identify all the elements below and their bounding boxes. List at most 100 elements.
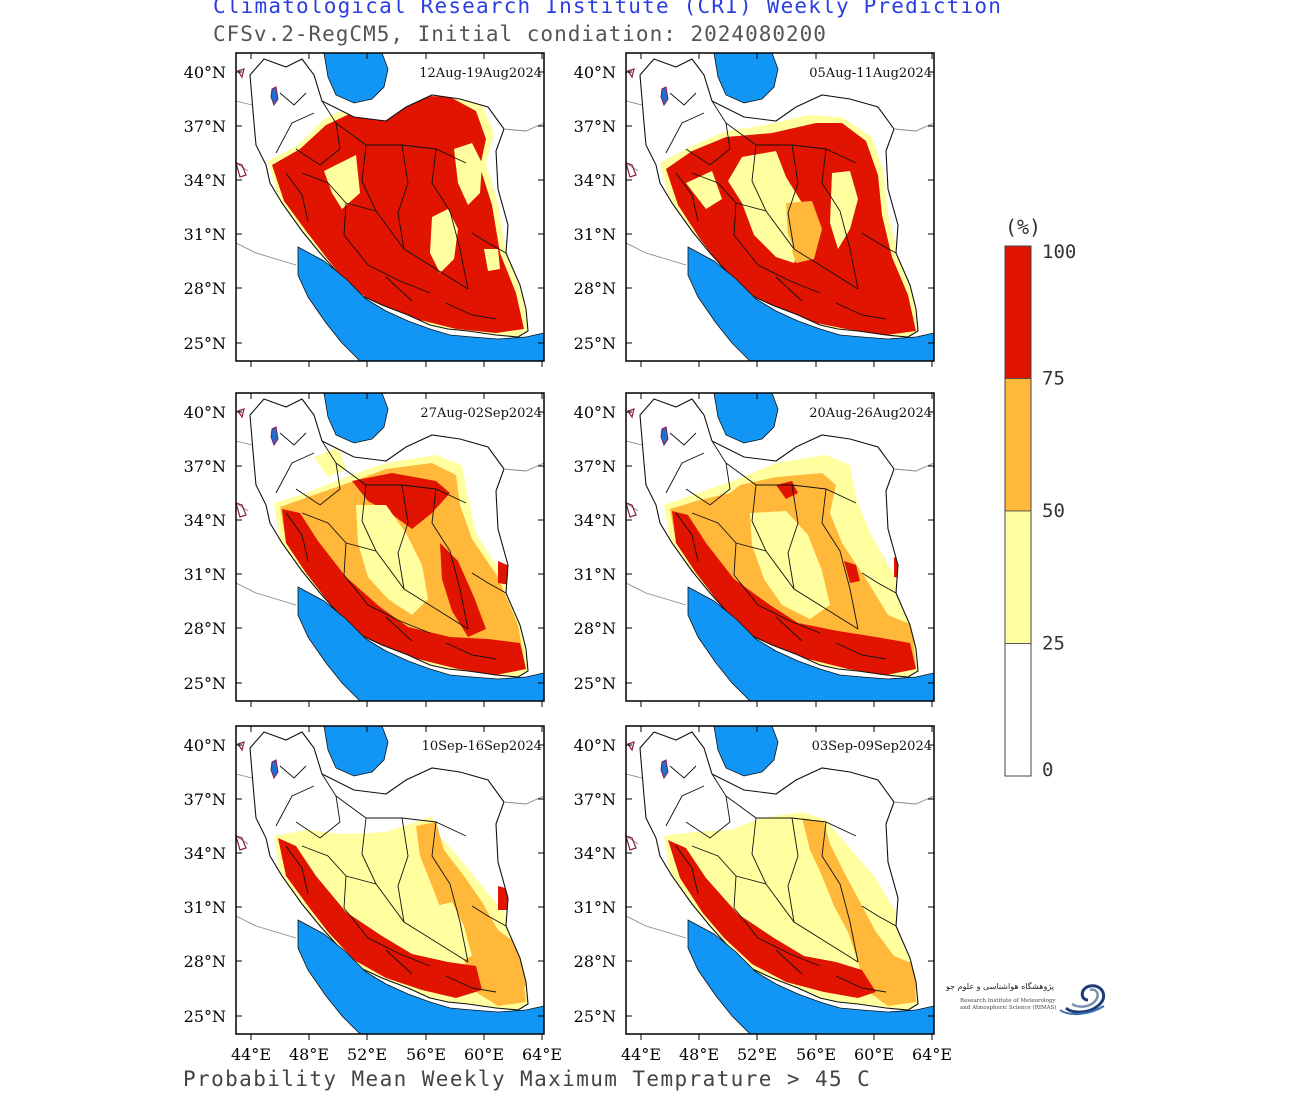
caspian-sea (713, 392, 779, 444)
province-border (343, 574, 431, 634)
lat-label: 34°N (184, 171, 226, 190)
lon-label: 64°E (522, 1045, 562, 1064)
urmia-lake (660, 759, 669, 780)
province-border (445, 642, 497, 660)
lon-label: 64°E (912, 1045, 952, 1064)
lon-label: 48°E (679, 1045, 719, 1064)
probability-region (672, 511, 916, 675)
probability-region (844, 561, 860, 583)
province-border (821, 148, 859, 290)
province-border (835, 975, 887, 993)
logo-name-en: Research Institute of Meteorology and At… (960, 998, 1057, 1012)
logo-name-en-line1: Research Institute of Meteorology (960, 998, 1056, 1004)
province-border (821, 821, 859, 963)
probability-region (486, 948, 526, 994)
province-border (751, 484, 859, 630)
probability-region (484, 249, 500, 271)
map-panel: 10Sep-16Sep2024 40°N 37°N 34°N 31°N 28°N 25°N 4… (184, 725, 562, 1064)
lake-outline (235, 408, 247, 518)
province-border (685, 821, 731, 839)
lat-label: 37°N (574, 457, 616, 476)
caspian-sea (713, 52, 779, 104)
lon-label: 48°E (289, 1045, 329, 1064)
neighbor-border (235, 100, 253, 106)
lat-label: 34°N (184, 511, 226, 530)
province-border (669, 432, 697, 446)
province-border (385, 616, 413, 642)
period-label: 05Aug-11Aug2024 (809, 66, 932, 81)
lon-label: 56°E (406, 1045, 446, 1064)
probability-region (668, 840, 876, 998)
panel-frame (235, 725, 545, 1035)
country-border (639, 398, 919, 678)
lat-label: 37°N (574, 117, 616, 136)
urmia-lake (270, 426, 279, 447)
lat-label: 28°N (184, 619, 226, 638)
neighbor-border (235, 162, 249, 172)
province-border (275, 785, 315, 827)
lat-label: 40°N (574, 736, 616, 755)
lat-label: 28°N (184, 952, 226, 971)
province-border (685, 488, 731, 506)
province-border (285, 512, 309, 562)
neighbor-border (625, 915, 687, 939)
probability-region (324, 155, 360, 209)
page-title: Climatological Research Institute (CRI) … (213, 0, 1003, 18)
lat-label: 40°N (184, 403, 226, 422)
lat-label: 40°N (574, 403, 616, 422)
lat-label: 25°N (184, 674, 226, 693)
legend: (%)100 75 50 25 0 (1004, 215, 1076, 781)
province-border (397, 817, 409, 923)
country-border (249, 58, 529, 338)
lat-label: 25°N (184, 1007, 226, 1026)
province-border (431, 488, 469, 630)
province-border (285, 845, 309, 895)
province-border (691, 845, 737, 909)
province-border (665, 452, 705, 494)
lat-label: 31°N (574, 898, 616, 917)
probability-region (282, 509, 526, 675)
province-border (385, 949, 413, 975)
probability-region (848, 904, 858, 918)
lat-label: 40°N (184, 736, 226, 755)
legend-frame (1004, 245, 1032, 777)
lat-label: 34°N (184, 844, 226, 863)
province-border (733, 907, 821, 967)
neighbor-border (235, 835, 249, 845)
persian-gulf (297, 586, 545, 702)
neighbor-border (625, 773, 643, 779)
province-border (385, 276, 413, 302)
neighbor-border (625, 100, 643, 106)
province-border (471, 572, 507, 594)
province-border (787, 817, 799, 923)
neighbor-border (625, 582, 687, 606)
legend-tick-label: 0 (1042, 759, 1053, 781)
province-border (295, 488, 341, 506)
province-border (301, 512, 347, 576)
urmia-lake (660, 426, 669, 447)
lat-label: 25°N (574, 674, 616, 693)
lat-label: 34°N (574, 844, 616, 863)
probability-region (356, 505, 428, 615)
period-label: 27Aug-02Sep2024 (420, 406, 542, 421)
page-subtitle: CFSv.2-RegCM5, Initial condiation: 20240… (213, 22, 827, 46)
probability-region (802, 818, 916, 1006)
province-border (279, 92, 307, 106)
probability-region (760, 229, 794, 257)
neighbor-border (625, 835, 639, 845)
probability-region (314, 447, 346, 477)
province-border (279, 765, 307, 779)
probability-region (830, 171, 858, 249)
swirl-icon (1059, 984, 1106, 1016)
province-border (471, 905, 507, 927)
province-border (445, 302, 497, 320)
neighbor-border (235, 502, 249, 512)
province-border (787, 484, 799, 590)
lake-outline (235, 741, 247, 851)
lat-label: 28°N (184, 279, 226, 298)
panel-frame (625, 392, 935, 702)
neighbor-border (235, 242, 297, 266)
legend-swatch (1004, 378, 1032, 512)
province-border (675, 512, 699, 562)
probability-region (278, 838, 482, 998)
